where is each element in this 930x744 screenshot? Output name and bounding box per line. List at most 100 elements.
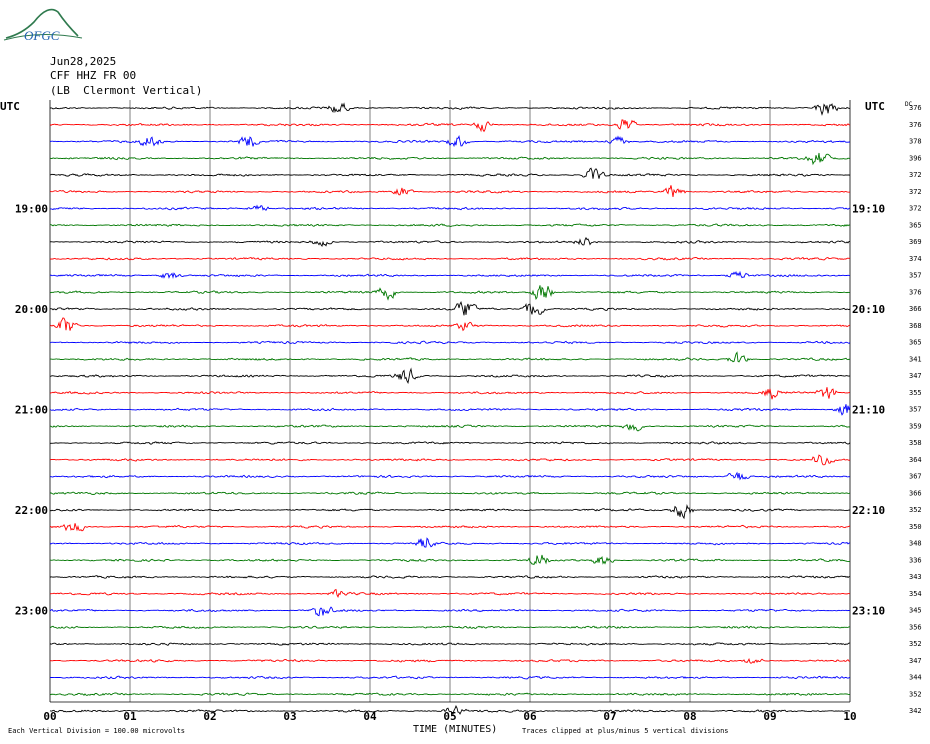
dc-offset-label: 347 (909, 372, 922, 380)
trace-row-6 (49, 204, 851, 211)
left-time-label: 19:00 (15, 203, 48, 216)
trace-row-14 (49, 340, 851, 345)
x-tick-label: 04 (363, 710, 377, 723)
right-time-label: 19:10 (852, 203, 885, 216)
header-station: CFF HHZ FR 00 (50, 69, 137, 82)
dc-offset-label: 372 (909, 188, 922, 196)
x-tick-label: 10 (843, 710, 856, 723)
seismic-traces (49, 102, 851, 716)
logo-text: OFGC (24, 28, 60, 43)
dc-label: DC (905, 101, 913, 108)
dc-offset-label: 347 (909, 657, 922, 665)
dc-offset-label: 355 (909, 389, 922, 397)
right-time-label: 23:10 (852, 605, 885, 618)
dc-offset-label: 343 (909, 573, 922, 581)
dc-offset-label: 336 (909, 556, 922, 564)
x-tick-label: 09 (763, 710, 776, 723)
x-axis-title: TIME (MINUTES) (413, 724, 497, 735)
dc-offset-label: 341 (909, 355, 922, 363)
trace-row-2 (49, 135, 850, 148)
trace-row-0 (49, 102, 851, 116)
trace-row-35 (49, 692, 850, 697)
trace-row-36 (49, 705, 850, 716)
dc-offset-label: 366 (909, 305, 922, 313)
dc-offset-label: 345 (909, 607, 922, 615)
trace-row-1 (49, 119, 851, 133)
time-grid (49, 100, 851, 703)
trace-row-21 (49, 454, 851, 466)
dc-offset-label: 372 (909, 205, 922, 213)
x-tick-label: 08 (683, 710, 696, 723)
trace-row-19 (49, 423, 851, 432)
trace-row-23 (49, 491, 851, 495)
dc-offset-label: 342 (909, 707, 922, 715)
trace-row-18 (49, 404, 851, 416)
trace-row-8 (49, 236, 851, 247)
dc-offset-label: 368 (909, 322, 922, 330)
trace-row-30 (49, 606, 851, 617)
trace-row-15 (50, 351, 851, 363)
x-tick-label: 01 (123, 710, 137, 723)
trace-row-22 (49, 471, 851, 481)
dc-offset-label: 367 (909, 473, 922, 481)
dc-offset-label: 356 (909, 623, 922, 631)
dc-offset-label: 378 (909, 138, 922, 146)
trace-row-31 (49, 625, 851, 629)
dc-offset-label: 365 (909, 339, 922, 347)
dc-offset-label: 374 (909, 255, 922, 263)
trace-row-25 (49, 523, 851, 532)
trace-row-32 (49, 642, 850, 646)
dc-offset-label: 364 (909, 456, 922, 464)
header-date: Jun28,2025 (50, 55, 117, 68)
trace-row-20 (49, 441, 851, 445)
dc-offset-label: 352 (909, 506, 922, 514)
trace-row-11 (49, 285, 850, 301)
utc-left-label: UTC (0, 100, 20, 113)
x-tick-label: 05 (443, 710, 456, 723)
x-tick-label: 02 (203, 710, 216, 723)
trace-row-28 (49, 575, 850, 579)
left-time-label: 20:00 (15, 303, 48, 316)
x-tick-label: 03 (283, 710, 296, 723)
left-time-label: 23:00 (15, 605, 48, 618)
trace-row-33 (49, 658, 851, 664)
left-time-label: 22:00 (15, 504, 48, 517)
dc-offset-label: 372 (909, 171, 922, 179)
trace-row-9 (49, 256, 851, 261)
trace-row-26 (49, 537, 851, 548)
trace-row-4 (49, 167, 851, 179)
dc-offset-label: 359 (909, 422, 922, 430)
dc-offset-label: 376 (909, 104, 922, 112)
dc-offset-label: 348 (909, 540, 922, 548)
trace-row-27 (49, 554, 850, 566)
utc-right-label: UTC (865, 100, 885, 113)
dc-offset-label: 357 (909, 406, 922, 414)
dc-offset-label: 366 (909, 489, 922, 497)
trace-row-13 (49, 317, 851, 332)
x-tick-label: 06 (523, 710, 537, 723)
scale-note: Each Vertical Division = 100.00 microvol… (8, 727, 185, 735)
dc-offset-label: 350 (909, 523, 922, 531)
trace-row-3 (49, 152, 851, 166)
dc-offset-label: 357 (909, 272, 922, 280)
dc-offset-label: 352 (909, 640, 922, 648)
trace-row-7 (50, 223, 851, 227)
x-tick-label: 07 (603, 710, 616, 723)
trace-row-12 (49, 301, 851, 316)
dc-offset-label: 369 (909, 238, 922, 246)
dc-offset-label: 365 (909, 221, 922, 229)
right-time-label: 21:10 (852, 404, 885, 417)
trace-row-10 (49, 270, 850, 279)
dc-offset-label: 396 (909, 154, 922, 162)
trace-row-17 (49, 387, 850, 400)
trace-row-24 (49, 504, 851, 520)
left-time-label: 21:00 (15, 404, 48, 417)
trace-row-5 (49, 185, 851, 197)
x-tick-label: 00 (43, 710, 56, 723)
axis-labels: 00 01 02 03 04 05 06 07 08 09 10 19:00 20:00 21:00 22:… (15, 104, 922, 723)
dc-offset-label: 376 (909, 288, 922, 296)
ofgc-logo: OFGC (3, 8, 83, 43)
trace-row-29 (49, 588, 851, 598)
trace-row-16 (49, 367, 851, 384)
header-location: (LB Clermont Vertical) (50, 84, 203, 97)
